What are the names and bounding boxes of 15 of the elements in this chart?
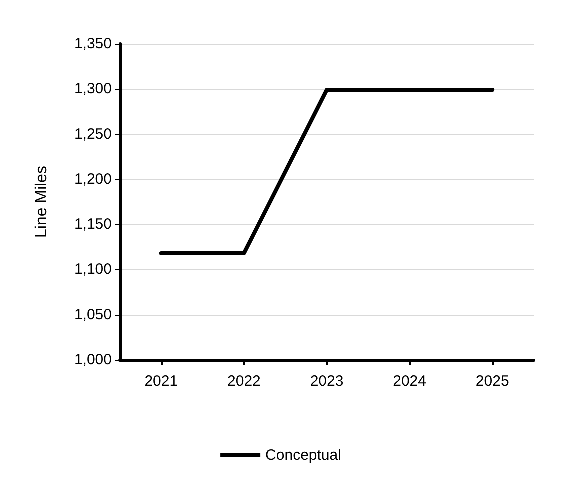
- y-tick-label: 1,100: [74, 261, 112, 278]
- y-tick-label: 1,300: [74, 80, 112, 98]
- y-tick-label: 1,150: [74, 216, 112, 234]
- y-tick-label: 1,000: [74, 352, 112, 368]
- y-tick-label: 1,200: [74, 170, 112, 188]
- y-axis-title: Line Miles: [34, 166, 50, 238]
- y-tick-label: 1,050: [74, 306, 112, 324]
- y-tick-label: 1,250: [74, 126, 112, 143]
- legend-label: Conceptual: [266, 447, 342, 464]
- x-tick-label: 2023: [310, 373, 344, 390]
- x-tick-label: 2021: [144, 373, 178, 390]
- y-tick-label: 1,350: [74, 36, 112, 52]
- x-tick-label: 2024: [393, 373, 426, 390]
- x-tick-label: 2025: [476, 373, 510, 390]
- x-tick-label: 2022: [228, 373, 261, 390]
